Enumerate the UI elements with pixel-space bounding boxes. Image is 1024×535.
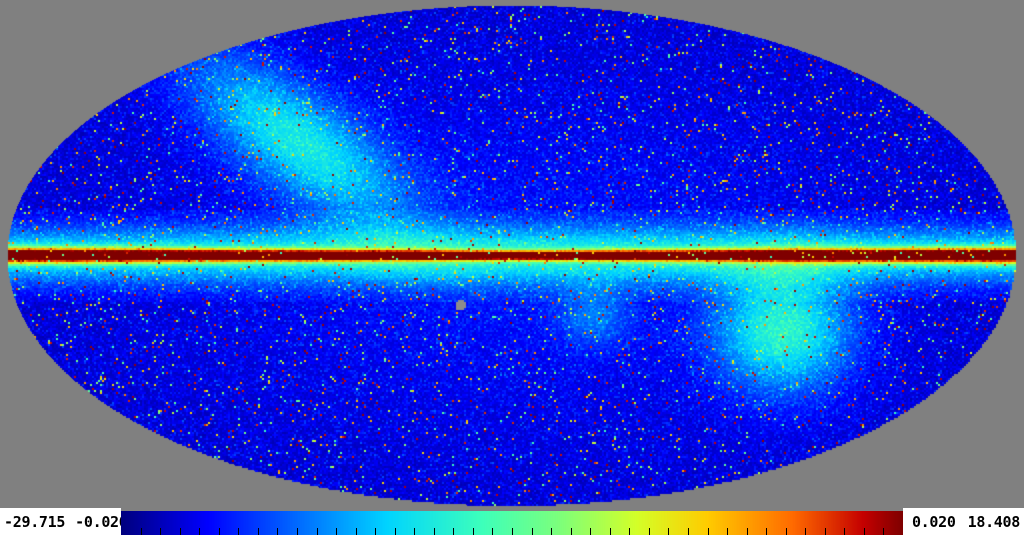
colorbar: -29.715 -0.020 0.020 18.408 xyxy=(0,508,1024,535)
colorbar-low-label: -0.020 xyxy=(75,512,128,531)
colorbar-left-labels: -29.715 -0.020 xyxy=(0,508,128,535)
sky-map xyxy=(0,0,1024,508)
colorbar-max-label: 18.408 xyxy=(967,512,1021,531)
mollweide-projection-canvas xyxy=(0,0,1024,508)
colorbar-gradient xyxy=(121,511,903,535)
colorbar-high-label: 0.020 xyxy=(911,512,956,531)
colorbar-min-label: -29.715 xyxy=(4,512,66,531)
colorbar-gradient-strip xyxy=(121,511,903,535)
colorbar-right-labels: 0.020 18.408 xyxy=(903,508,1024,535)
